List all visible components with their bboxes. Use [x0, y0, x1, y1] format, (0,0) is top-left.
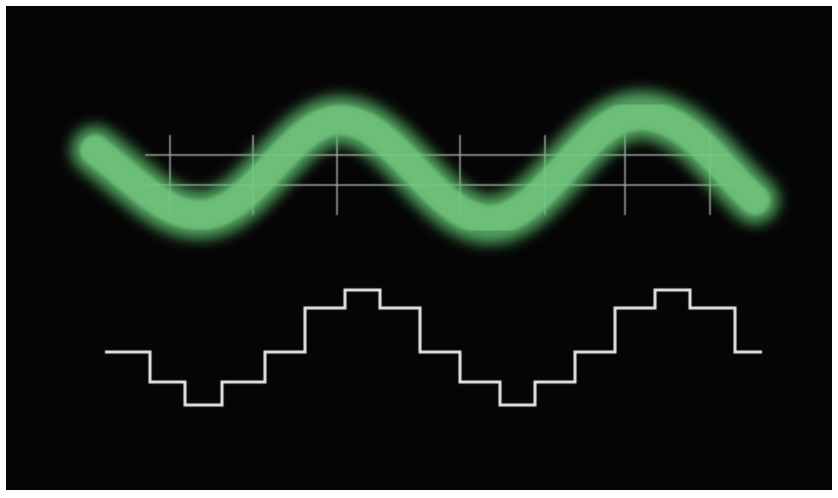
sine-core [80, 99, 770, 236]
screen [6, 6, 832, 490]
staircase-trace [105, 288, 762, 407]
sine-trace [71, 90, 779, 245]
